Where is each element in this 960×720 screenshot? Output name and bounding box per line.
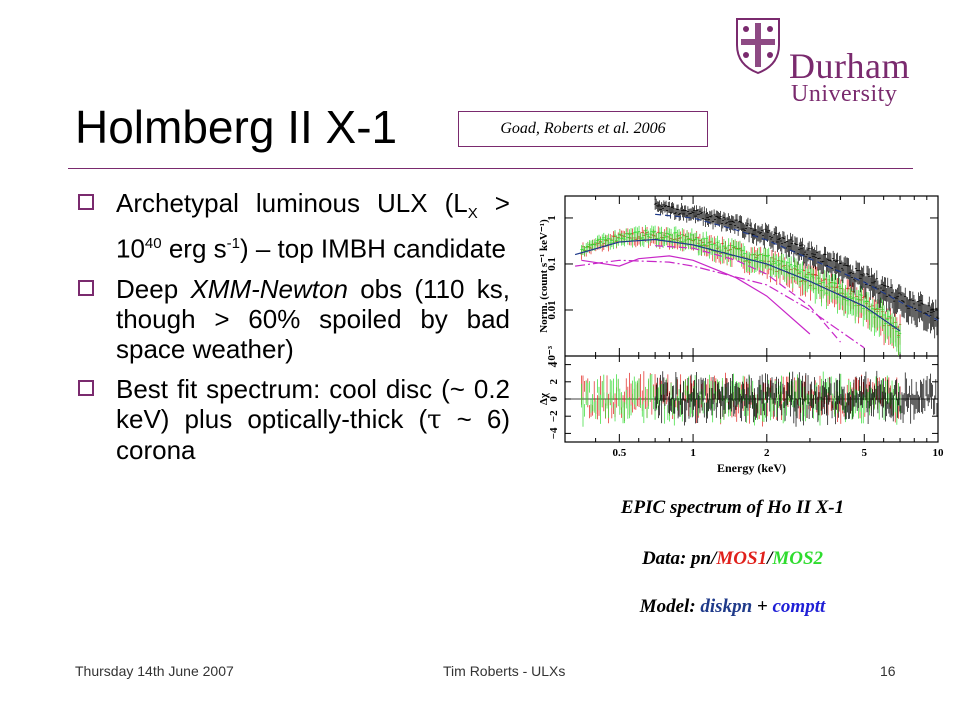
page-number: 16 (880, 663, 896, 679)
y-tick-label: 0.01 (546, 300, 558, 319)
series-pn (653, 198, 940, 339)
bullet-text: obs (110 ks, though > 60% spoiled by bad… (116, 273, 510, 364)
logo-wordmark-university: University (791, 81, 898, 107)
residual-tick-label: −4 (548, 427, 560, 439)
y-tick-label: 10⁻³ (546, 345, 558, 366)
bullet-subscript: X (467, 205, 478, 223)
x-axis-label: Energy (keV) (717, 461, 786, 475)
citation-text: Goad, Roberts et al. 2006 (500, 120, 666, 137)
y-tick-label: 0.1 (546, 257, 558, 271)
bullet-superscript: 40 (144, 235, 162, 253)
bullet-text: Deep (116, 273, 191, 304)
tau-symbol: τ (427, 404, 442, 435)
residual-tick-label: −2 (548, 410, 560, 422)
bullet-italic-text: XMM-Newton (190, 273, 348, 304)
square-bullet-icon (78, 279, 94, 296)
square-bullet-icon (78, 194, 94, 210)
caption-diskpn: diskpn (700, 596, 753, 617)
residual-points (581, 370, 939, 427)
series-mos2 (580, 225, 902, 356)
title-divider (68, 168, 913, 169)
logo-wordmark-durham: Durham (789, 46, 910, 86)
model-disc-component (581, 255, 811, 335)
x-tick-label: 0.5 (612, 447, 626, 459)
spectrum-plot: 0.5 1 2 5 10 1 0.1 0.01 10⁻³ −4 −2 0 2 4 Energy (keV) N… (538, 195, 944, 475)
durham-university-logo: Durham University (733, 15, 933, 107)
y-tick-label: 1 (546, 215, 558, 221)
model-disc-component-pn (655, 245, 841, 343)
caption-plus: + (752, 596, 773, 617)
bullet-item: Archetypal luminous ULX (LX > 1040 erg s… (78, 188, 510, 264)
x-tick-label: 1 (690, 447, 696, 459)
model-mos-total (574, 238, 901, 332)
residual-tick-label: 0 (548, 396, 560, 402)
caption-title: EPIC spectrum of Ho II X-1 (620, 497, 845, 518)
x-tick-label: 2 (764, 447, 770, 459)
caption-model: Model: diskpn + comptt (560, 596, 905, 618)
caption-data-prefix: Data: pn/ (641, 548, 717, 569)
caption-mos2: MOS2 (772, 548, 824, 569)
bullet-text: ~ 6) corona (116, 403, 510, 465)
x-tick-label: 5 (862, 447, 868, 459)
bullet-text: Best fit spectrum: cool disc (~ 0.2 keV)… (116, 373, 510, 434)
citation-box: Goad, Roberts et al. 2006 (458, 111, 708, 147)
footer-date: Thursday 14th June 2007 (75, 663, 234, 679)
residual-tick-label: 2 (548, 379, 560, 385)
residual-series-pn (654, 370, 939, 427)
series-mos1 (580, 226, 902, 356)
bullet-text: ) – top IMBH candidate (239, 233, 506, 264)
bullet-item: Best fit spectrum: cool disc (~ 0.2 keV)… (78, 374, 510, 465)
bullet-text: Archetypal luminous ULX (L (116, 188, 468, 218)
y-axis-label: Norm. (count s⁻¹ keV⁻¹) (538, 219, 550, 333)
model-corona-component (575, 259, 865, 349)
durham-crest-icon (736, 18, 780, 75)
caption-mos1: MOS1 (716, 548, 768, 569)
bullet-text: erg s (161, 233, 227, 264)
spectrum-points (580, 198, 940, 356)
axis-labels: 0.5 1 2 5 10 1 0.1 0.01 10⁻³ −4 −2 0 2 4 Energy (keV) N… (538, 215, 944, 475)
model-curves (574, 213, 939, 349)
caption-comptt: comptt (772, 596, 826, 617)
residual-axis-label: Δχ (538, 392, 550, 405)
caption-model-prefix: Model: (639, 596, 701, 617)
bullet-item: Deep XMM-Newton obs (110 ks, though > 60… (78, 274, 510, 364)
model-pn-total (655, 213, 939, 321)
residual-tick-label: 4 (548, 361, 560, 367)
bullet-list: Archetypal luminous ULX (LX > 1040 erg s… (78, 188, 510, 475)
caption-separator: / (767, 548, 773, 569)
square-bullet-icon (78, 379, 94, 396)
slide-title: Holmberg II X-1 (75, 101, 398, 153)
plot-ticks (564, 196, 939, 442)
x-tick-label: 10 (933, 447, 945, 459)
caption-data: Data: pn/MOS1/MOS2 (560, 548, 905, 570)
bullet-superscript: -1 (226, 235, 240, 253)
footer-author: Tim Roberts - ULXs (443, 663, 566, 679)
bullet-text: > 10 (116, 188, 510, 264)
